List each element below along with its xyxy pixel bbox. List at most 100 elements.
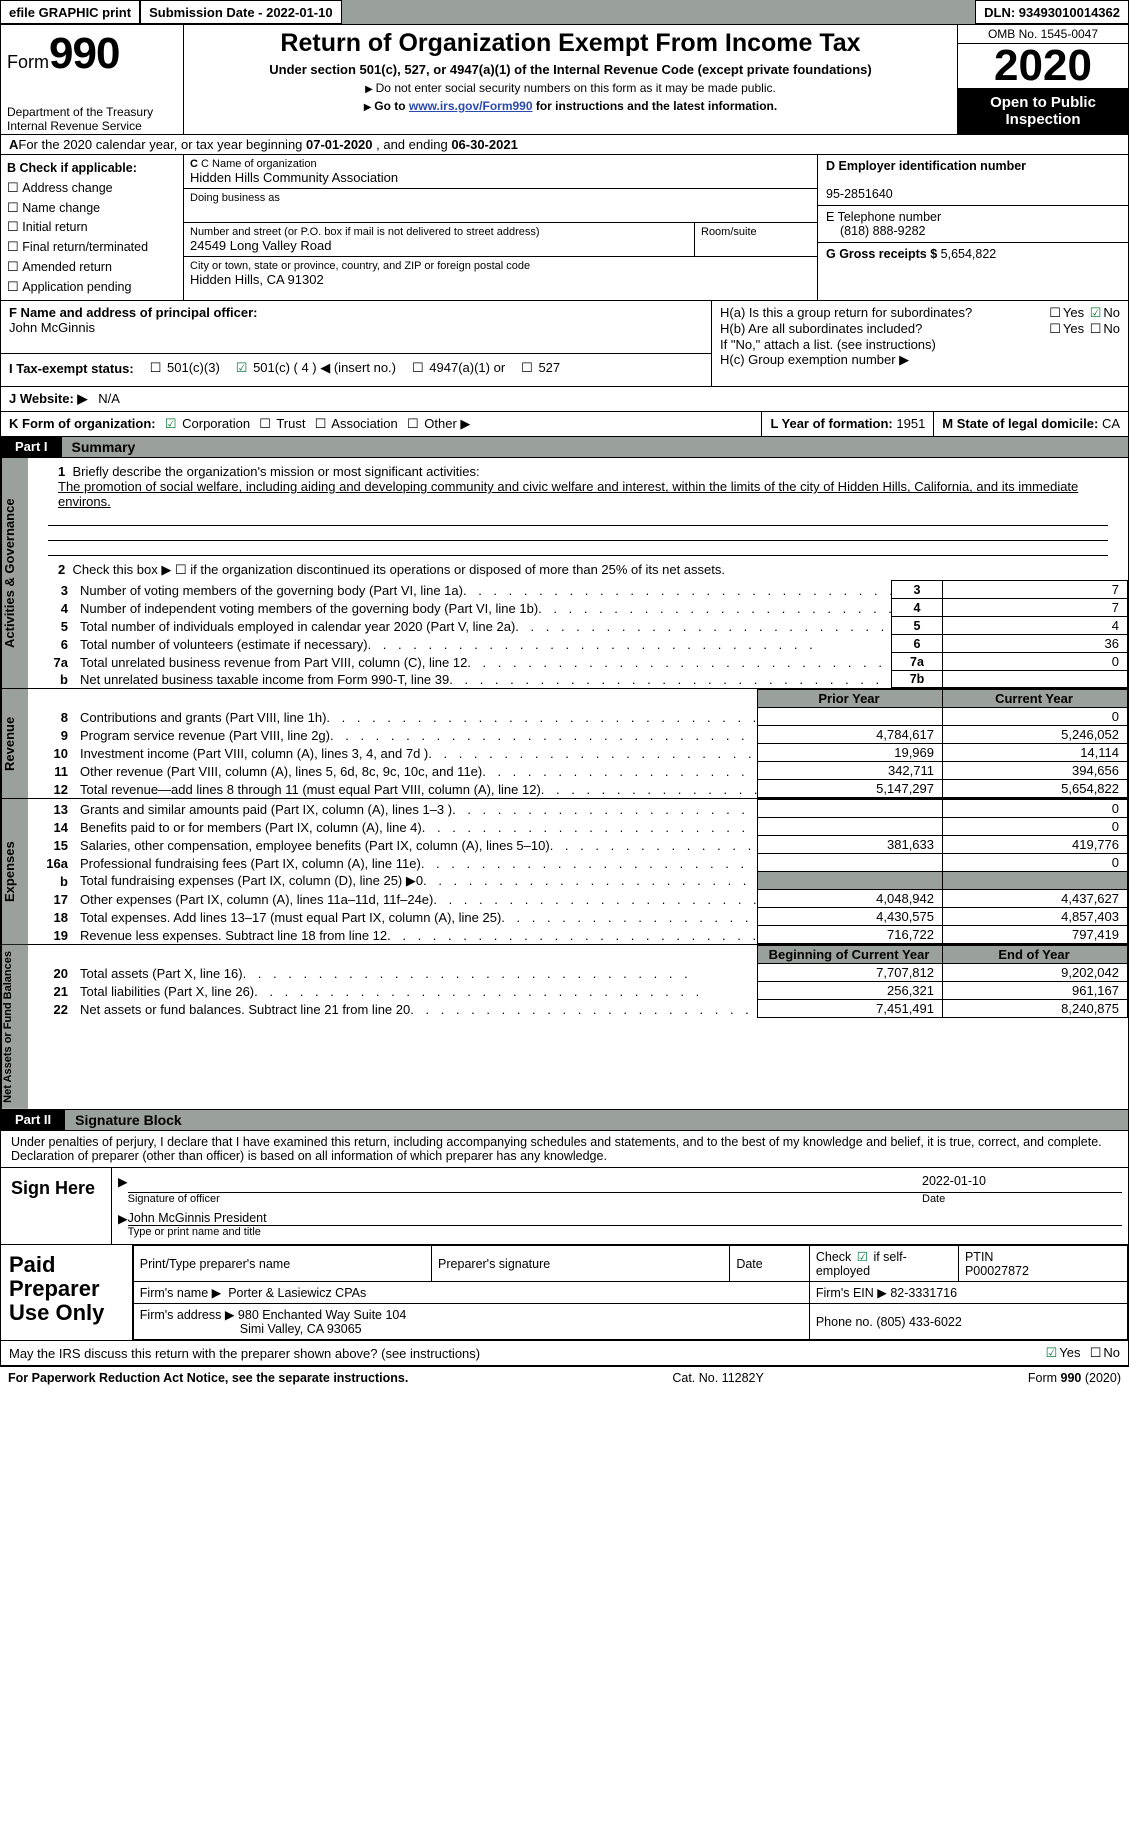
rev-row-8: 8Contributions and grants (Part VIII, li…: [28, 708, 1128, 726]
firm-ein: 82-3331716: [890, 1286, 957, 1300]
irs-label: Internal Revenue Service: [7, 119, 177, 133]
chk-501c3[interactable]: [148, 360, 164, 375]
paid-preparer-label: Paid Preparer Use Only: [1, 1245, 133, 1340]
note-ssn: Do not enter social security numbers on …: [194, 81, 947, 95]
exp-row-18: 18Total expenses. Add lines 13–17 (must …: [28, 908, 1128, 926]
section-governance: Activities & Governance 1 Briefly descri…: [0, 458, 1129, 689]
net-row-21: 21Total liabilities (Part X, line 26)256…: [28, 982, 1128, 1000]
q1: 1 Briefly describe the organization's mi…: [28, 458, 1128, 511]
line-klm: K Form of organization: Corporation Trus…: [0, 412, 1129, 437]
form-990-footer: Form 990 (2020): [1028, 1371, 1121, 1385]
ha-yes[interactable]: [1047, 305, 1063, 320]
form-990-big: 990: [49, 29, 119, 78]
self-employed-chk[interactable]: [855, 1250, 870, 1264]
gov-row-3: 3Number of voting members of the governi…: [28, 581, 1128, 599]
mission-text: The promotion of social welfare, includi…: [58, 479, 1078, 509]
page-footer: For Paperwork Reduction Act Notice, see …: [0, 1366, 1129, 1389]
hb-yes[interactable]: [1047, 321, 1063, 336]
row-fh: F Name and address of principal officer:…: [0, 301, 1129, 387]
city-box: City or town, state or province, country…: [184, 257, 817, 290]
ptin-val: P00027872: [965, 1264, 1029, 1278]
chk-501c[interactable]: [234, 360, 250, 375]
street-address: 24549 Long Valley Road: [190, 238, 688, 253]
form-990-page: efile GRAPHIC print Submission Date - 20…: [0, 0, 1129, 1389]
form-prefix: Form: [7, 52, 49, 72]
firm-phone: (805) 433-6022: [876, 1315, 961, 1329]
rev-row-9: 9Program service revenue (Part VIII, lin…: [28, 726, 1128, 744]
officer-name: John McGinnis: [9, 320, 95, 335]
line-m: M State of legal domicile: CA: [933, 412, 1128, 436]
gov-row-7a: 7aTotal unrelated business revenue from …: [28, 653, 1128, 671]
hb-no[interactable]: [1088, 321, 1104, 336]
discuss-yes[interactable]: [1044, 1345, 1060, 1360]
firm-addr1: 980 Enchanted Way Suite 104: [238, 1308, 406, 1322]
row-a-tax-year: AFor the 2020 calendar year, or tax year…: [0, 135, 1129, 155]
gov-row-5: 5Total number of individuals employed in…: [28, 617, 1128, 635]
header-left: Form990 Department of the Treasury Inter…: [1, 25, 184, 134]
street-box: Number and street (or P.O. box if mail i…: [184, 223, 817, 257]
k-assoc[interactable]: [313, 416, 329, 431]
chk-address-change[interactable]: Address change: [7, 178, 177, 198]
header-mid: Return of Organization Exempt From Incom…: [184, 25, 957, 134]
net-assets-table: Beginning of Current YearEnd of Year20To…: [28, 945, 1128, 1018]
efile-label: efile GRAPHIC print: [0, 0, 140, 24]
gov-row-4: 4Number of independent voting members of…: [28, 599, 1128, 617]
k-other[interactable]: [405, 416, 421, 431]
gov-row-6: 6Total number of volunteers (estimate if…: [28, 635, 1128, 653]
chk-527[interactable]: [519, 360, 535, 375]
phone-box: E Telephone number (818) 888-9282: [818, 206, 1128, 243]
part-2-header: Part II Signature Block: [0, 1110, 1129, 1131]
paperwork-notice: For Paperwork Reduction Act Notice, see …: [8, 1371, 408, 1385]
ein-box: D Employer identification number 95-2851…: [818, 155, 1128, 206]
chk-final-return-terminated[interactable]: Final return/terminated: [7, 237, 177, 257]
exp-row-14: 14Benefits paid to or for members (Part …: [28, 818, 1128, 836]
exp-row-16a: 16aProfessional fundraising fees (Part I…: [28, 854, 1128, 872]
tax-year: 2020: [958, 44, 1128, 88]
officer-typed-name: John McGinnis President: [128, 1211, 1122, 1226]
revenue-table: Prior YearCurrent Year8Contributions and…: [28, 689, 1128, 798]
section-expenses: Expenses 13Grants and similar amounts pa…: [0, 799, 1129, 945]
part-1-header: Part I Summary: [0, 437, 1129, 458]
preparer-table: Print/Type preparer's name Preparer's si…: [133, 1245, 1128, 1340]
col-c: C C Name of organization Hidden Hills Co…: [184, 155, 817, 300]
line-i-tax-status: I Tax-exempt status: 501(c)(3) 501(c) ( …: [1, 353, 711, 382]
city-state-zip: Hidden Hills, CA 91302: [190, 272, 811, 287]
chk-application-pending[interactable]: Application pending: [7, 277, 177, 297]
chk-4947[interactable]: [410, 360, 426, 375]
perjury-declaration: Under penalties of perjury, I declare th…: [1, 1131, 1128, 1167]
header-row: Form990 Department of the Treasury Inter…: [0, 25, 1129, 135]
blank-line-2: [48, 526, 1108, 541]
k-trust[interactable]: [257, 416, 273, 431]
sig-date-val: 2022-01-10: [922, 1174, 1122, 1192]
firm-addr2: Simi Valley, CA 93065: [140, 1322, 362, 1336]
exp-row-15: 15Salaries, other compensation, employee…: [28, 836, 1128, 854]
cat-no: Cat. No. 11282Y: [672, 1371, 764, 1385]
org-name-box: C C Name of organization Hidden Hills Co…: [184, 155, 817, 189]
phone-value: (818) 888-9282: [826, 224, 925, 238]
side-net: Net Assets or Fund Balances: [1, 945, 28, 1109]
dln-label: DLN: 93493010014362: [975, 0, 1129, 24]
form-number: Form990: [7, 29, 177, 79]
chk-name-change[interactable]: Name change: [7, 198, 177, 218]
sign-here-label: Sign Here: [1, 1168, 112, 1244]
rev-row-12: 12Total revenue—add lines 8 through 11 (…: [28, 780, 1128, 798]
gross-receipts: 5,654,822: [941, 247, 997, 261]
governance-table: 3Number of voting members of the governi…: [28, 580, 1128, 688]
col-b-checkboxes: B Check if applicable: Address changeNam…: [1, 155, 184, 300]
discuss-no[interactable]: [1088, 1345, 1104, 1360]
form990-link[interactable]: www.irs.gov/Form990: [409, 99, 533, 113]
section-net-assets: Net Assets or Fund Balances Beginning of…: [0, 945, 1129, 1110]
exp-row-19: 19Revenue less expenses. Subtract line 1…: [28, 926, 1128, 944]
gov-row-b: bNet unrelated business taxable income f…: [28, 671, 1128, 688]
dept-treasury: Department of the Treasury: [7, 105, 177, 119]
section-revenue: Revenue Prior YearCurrent Year8Contribut…: [0, 689, 1129, 799]
irs-discuss-row: May the IRS discuss this return with the…: [0, 1341, 1129, 1366]
header-right: OMB No. 1545-0047 2020 Open to Public In…: [957, 25, 1128, 134]
side-governance: Activities & Governance: [1, 458, 28, 688]
blank-line-3: [48, 541, 1108, 556]
ha-no[interactable]: [1088, 305, 1104, 320]
chk-initial-return[interactable]: Initial return: [7, 217, 177, 237]
chk-amended-return[interactable]: Amended return: [7, 257, 177, 277]
k-corp[interactable]: [163, 416, 179, 431]
note-goto: Go to www.irs.gov/Form990 for instructio…: [194, 99, 947, 113]
